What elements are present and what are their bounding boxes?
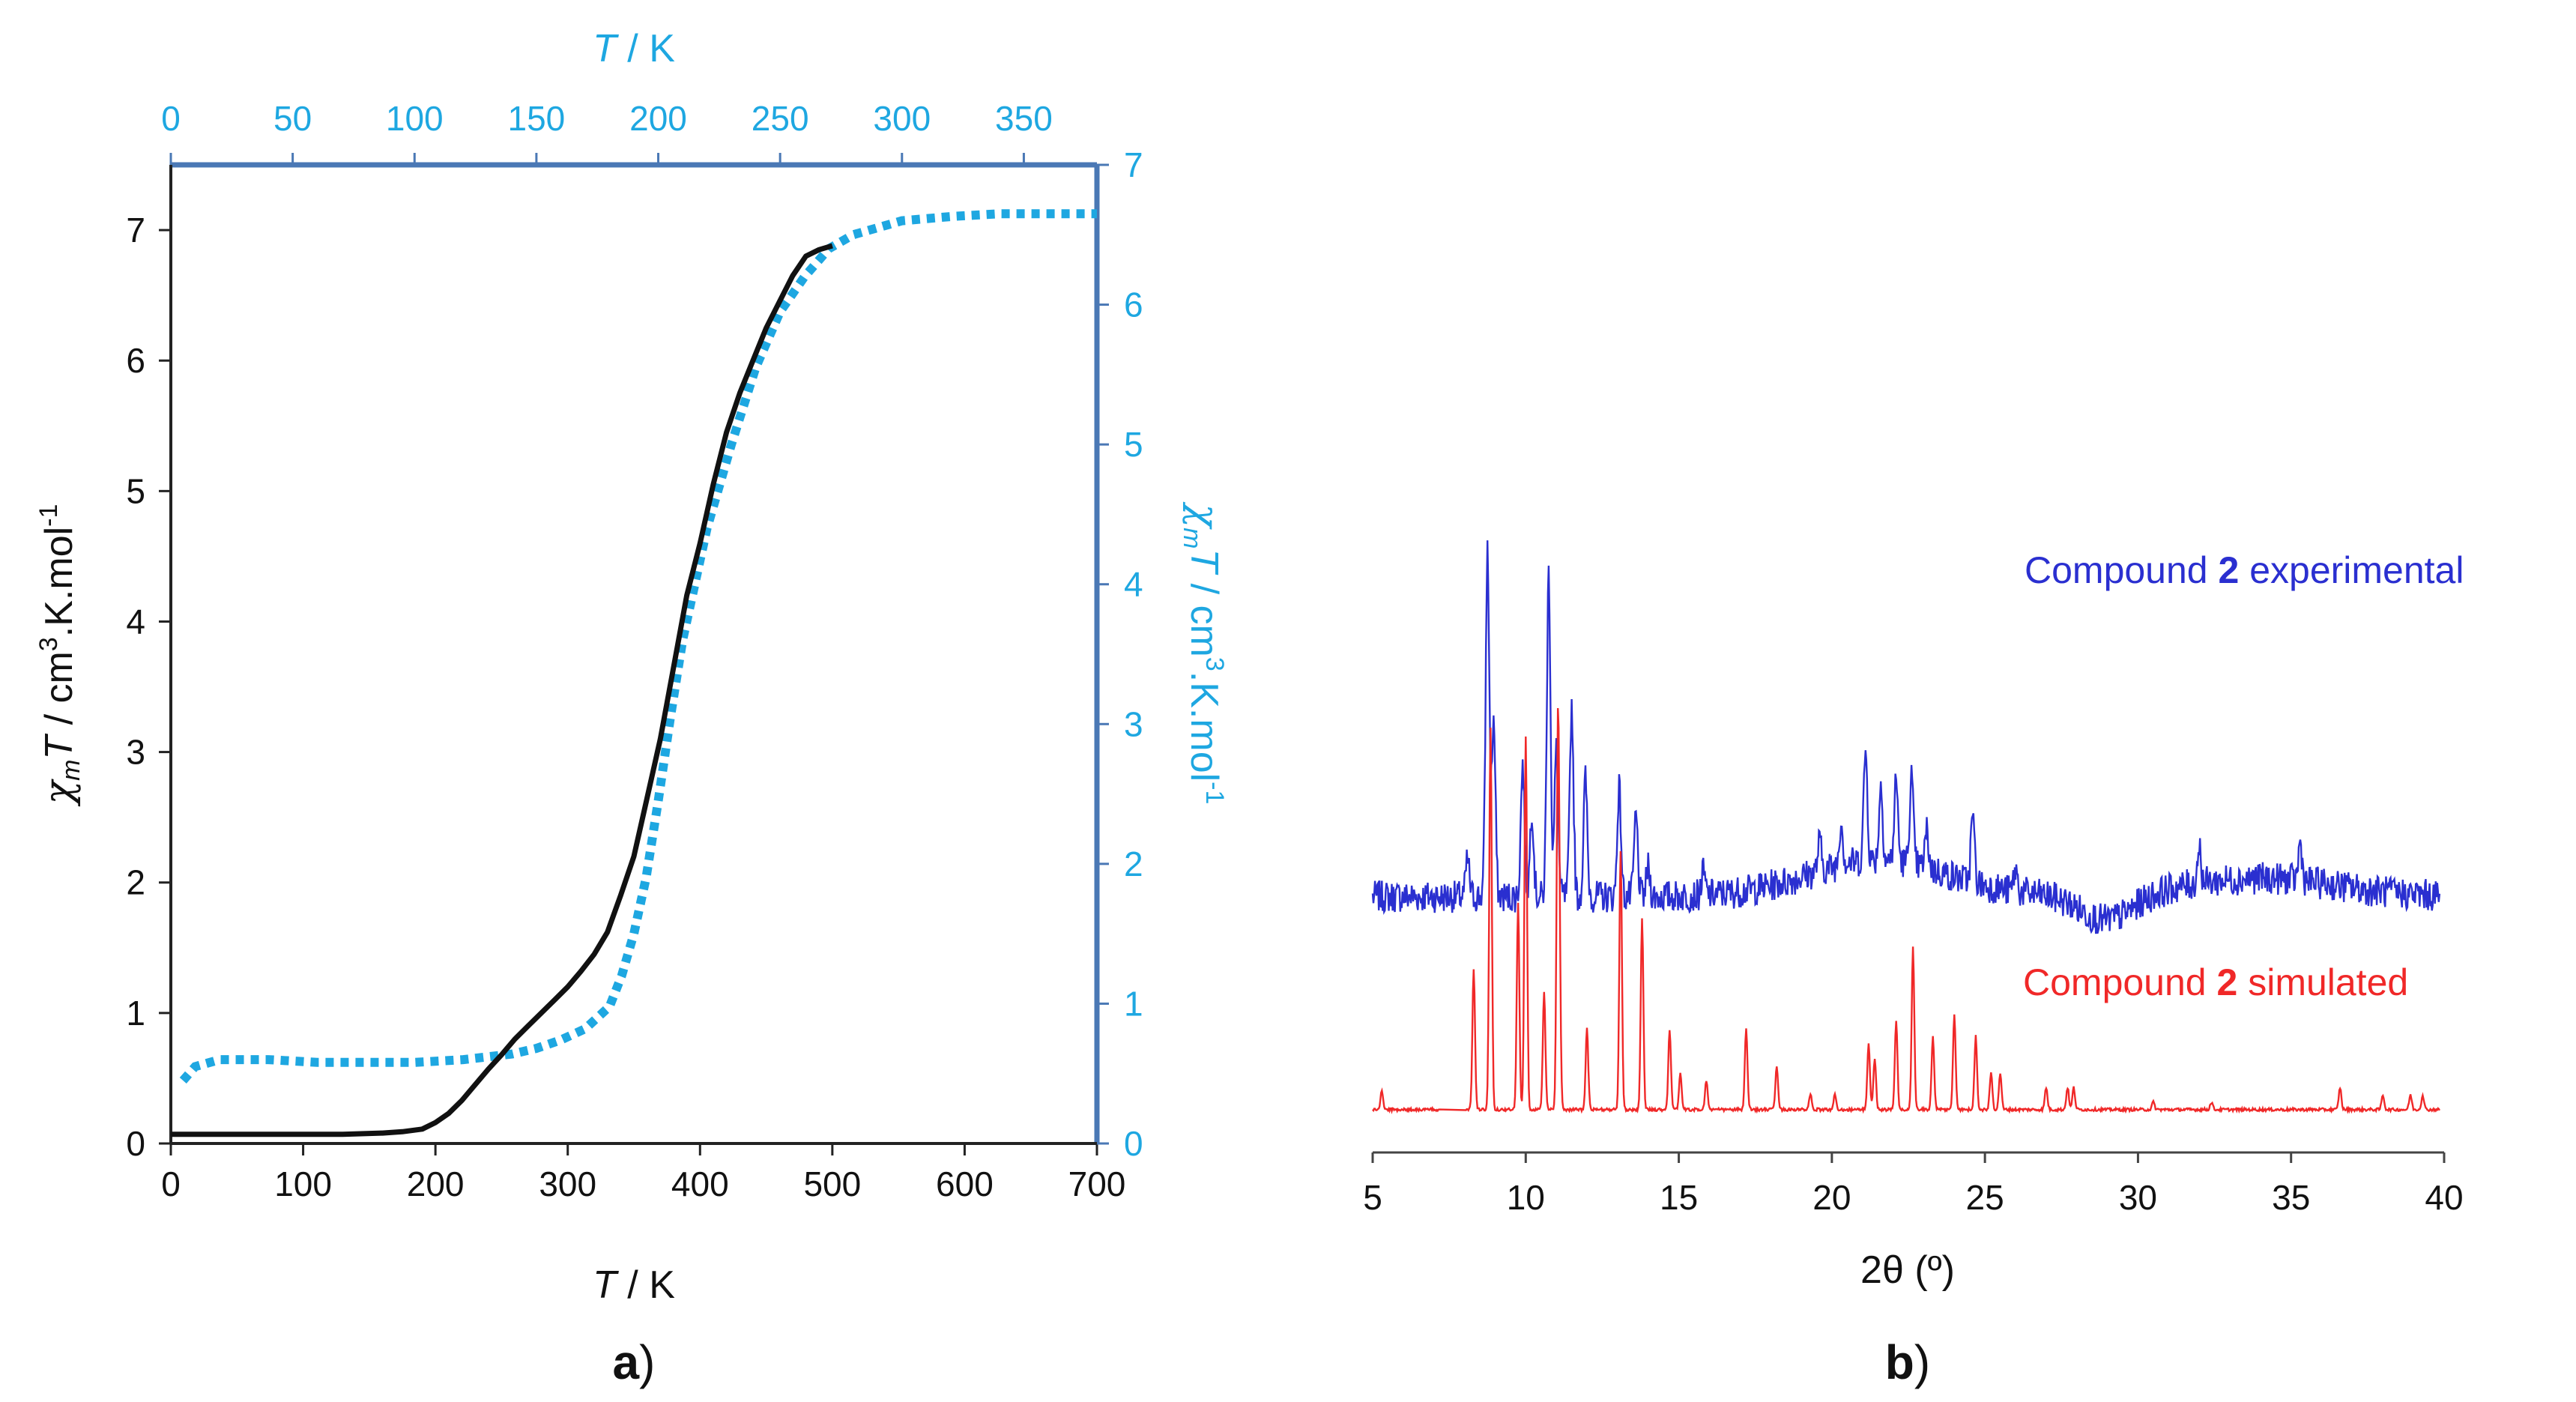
b-tick-label: 15	[1660, 1178, 1698, 1217]
b-tick-label: 5	[1363, 1178, 1382, 1217]
right-tick-label: 2	[1124, 844, 1143, 883]
bottom-tick-label: 200	[407, 1164, 465, 1203]
left-tick-label: 0	[126, 1124, 145, 1163]
b-tick-label: 10	[1507, 1178, 1545, 1217]
top-tick-label: 0	[161, 99, 181, 138]
right-tick-label: 3	[1124, 704, 1143, 743]
panel-b-label: b)	[1885, 1335, 1930, 1389]
bottom-axis-title: T / K	[593, 1263, 675, 1307]
top-tick-label: 150	[508, 99, 566, 138]
legend-experimental-post: experimental	[2239, 549, 2464, 591]
right-axis-title: χmT / cm3.K.mol-1	[1178, 501, 1229, 805]
right-tick-label: 0	[1124, 1124, 1143, 1163]
top-axis-title-symbol: T	[593, 27, 619, 70]
left-tick-label: 1	[126, 994, 145, 1033]
left-tick-label: 4	[126, 602, 145, 641]
right-axis-title-sup: 3	[1200, 657, 1229, 671]
b-tick-label: 30	[2119, 1178, 2157, 1217]
right-axis-title-rest2: .K.mol	[1182, 671, 1226, 782]
right-tick-label: 7	[1124, 145, 1143, 184]
bottom-tick-label: 700	[1068, 1164, 1126, 1203]
bottom-axis-title-symbol: T	[593, 1263, 619, 1307]
b-tick-label: 40	[2425, 1178, 2463, 1217]
left-tick-label: 6	[126, 341, 145, 380]
bottom-tick-label: 600	[936, 1164, 994, 1203]
series-experimental	[1371, 540, 2441, 934]
legend-simulated-post: simulated	[2237, 961, 2408, 1003]
panel-b: 5 10 15 20 25 30 35 40 Compound 2 experimental …	[1363, 540, 2464, 1389]
bottom-tick-label: 500	[803, 1164, 861, 1203]
b-tick-label: 25	[1966, 1178, 2004, 1217]
panel-b-letter: b	[1885, 1335, 1914, 1389]
right-tick-label: 5	[1124, 425, 1143, 464]
right-tick-label: 4	[1124, 565, 1143, 604]
panel-a-letter: a	[613, 1335, 640, 1389]
bottom-tick-label: 300	[539, 1164, 596, 1203]
top-axis-title-unit: / K	[617, 27, 675, 70]
left-axis-title-sup: 3	[34, 637, 63, 651]
legend-simulated-number: 2	[2217, 961, 2238, 1003]
bottom-tick-label: 100	[274, 1164, 332, 1203]
left-axis-title-t: T	[37, 734, 81, 760]
left-axis-title-rest2: .K.mol	[37, 527, 81, 637]
right-tick-label: 1	[1124, 984, 1143, 1023]
top-tick-label: 250	[752, 99, 809, 138]
right-tick-label: 6	[1124, 285, 1143, 324]
left-axis-title-sup2: -1	[34, 504, 63, 527]
top-tick-label: 200	[629, 99, 687, 138]
panel-b-paren: )	[1914, 1335, 1930, 1389]
left-axis-title: χmT / cm3.K.mol-1	[34, 504, 85, 808]
top-tick-label: 350	[995, 99, 1053, 138]
series-black-solid	[171, 243, 833, 1137]
bottom-axis-title-unit: / K	[617, 1263, 675, 1307]
b-x-axis-title: 2θ (º)	[1860, 1248, 1955, 1292]
panel-a-paren: )	[639, 1335, 655, 1389]
b-tick-label: 20	[1812, 1178, 1851, 1217]
left-tick-label: 3	[126, 733, 145, 772]
right-axis-title-rest: / cm	[1182, 572, 1226, 657]
legend-experimental: Compound 2 experimental	[2025, 549, 2464, 591]
legend-experimental-number: 2	[2219, 549, 2240, 591]
top-tick-label: 300	[873, 99, 931, 138]
right-axis-title-sub: m	[1178, 528, 1206, 549]
left-axis-title-rest: / cm	[37, 651, 81, 736]
right-axis-title-sup2: -1	[1200, 782, 1229, 804]
bottom-tick-label: 0	[161, 1164, 181, 1203]
left-tick-label: 7	[126, 211, 145, 250]
left-tick-label: 2	[126, 863, 145, 902]
panel-a-label: a)	[613, 1335, 656, 1389]
legend-experimental-pre: Compound	[2025, 549, 2219, 591]
legend-simulated: Compound 2 simulated	[2023, 961, 2408, 1003]
series-simulated	[1372, 707, 2440, 1115]
bottom-tick-label: 400	[671, 1164, 729, 1203]
b-tick-label: 35	[2272, 1178, 2310, 1217]
left-axis-title-sub: m	[57, 760, 85, 781]
plot-a-background	[171, 165, 1097, 1143]
right-axis-title-t: T	[1182, 549, 1226, 575]
top-tick-label: 50	[273, 99, 312, 138]
top-axis-title: T / K	[593, 27, 675, 70]
left-axis-title-chi: χ	[37, 778, 82, 807]
top-tick-label: 100	[386, 99, 444, 138]
right-axis-title-chi: χ	[1182, 501, 1227, 531]
left-tick-label: 5	[126, 471, 145, 510]
legend-simulated-pre: Compound	[2023, 961, 2217, 1003]
